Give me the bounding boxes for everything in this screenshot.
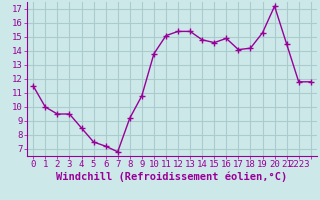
- X-axis label: Windchill (Refroidissement éolien,°C): Windchill (Refroidissement éolien,°C): [56, 172, 288, 182]
